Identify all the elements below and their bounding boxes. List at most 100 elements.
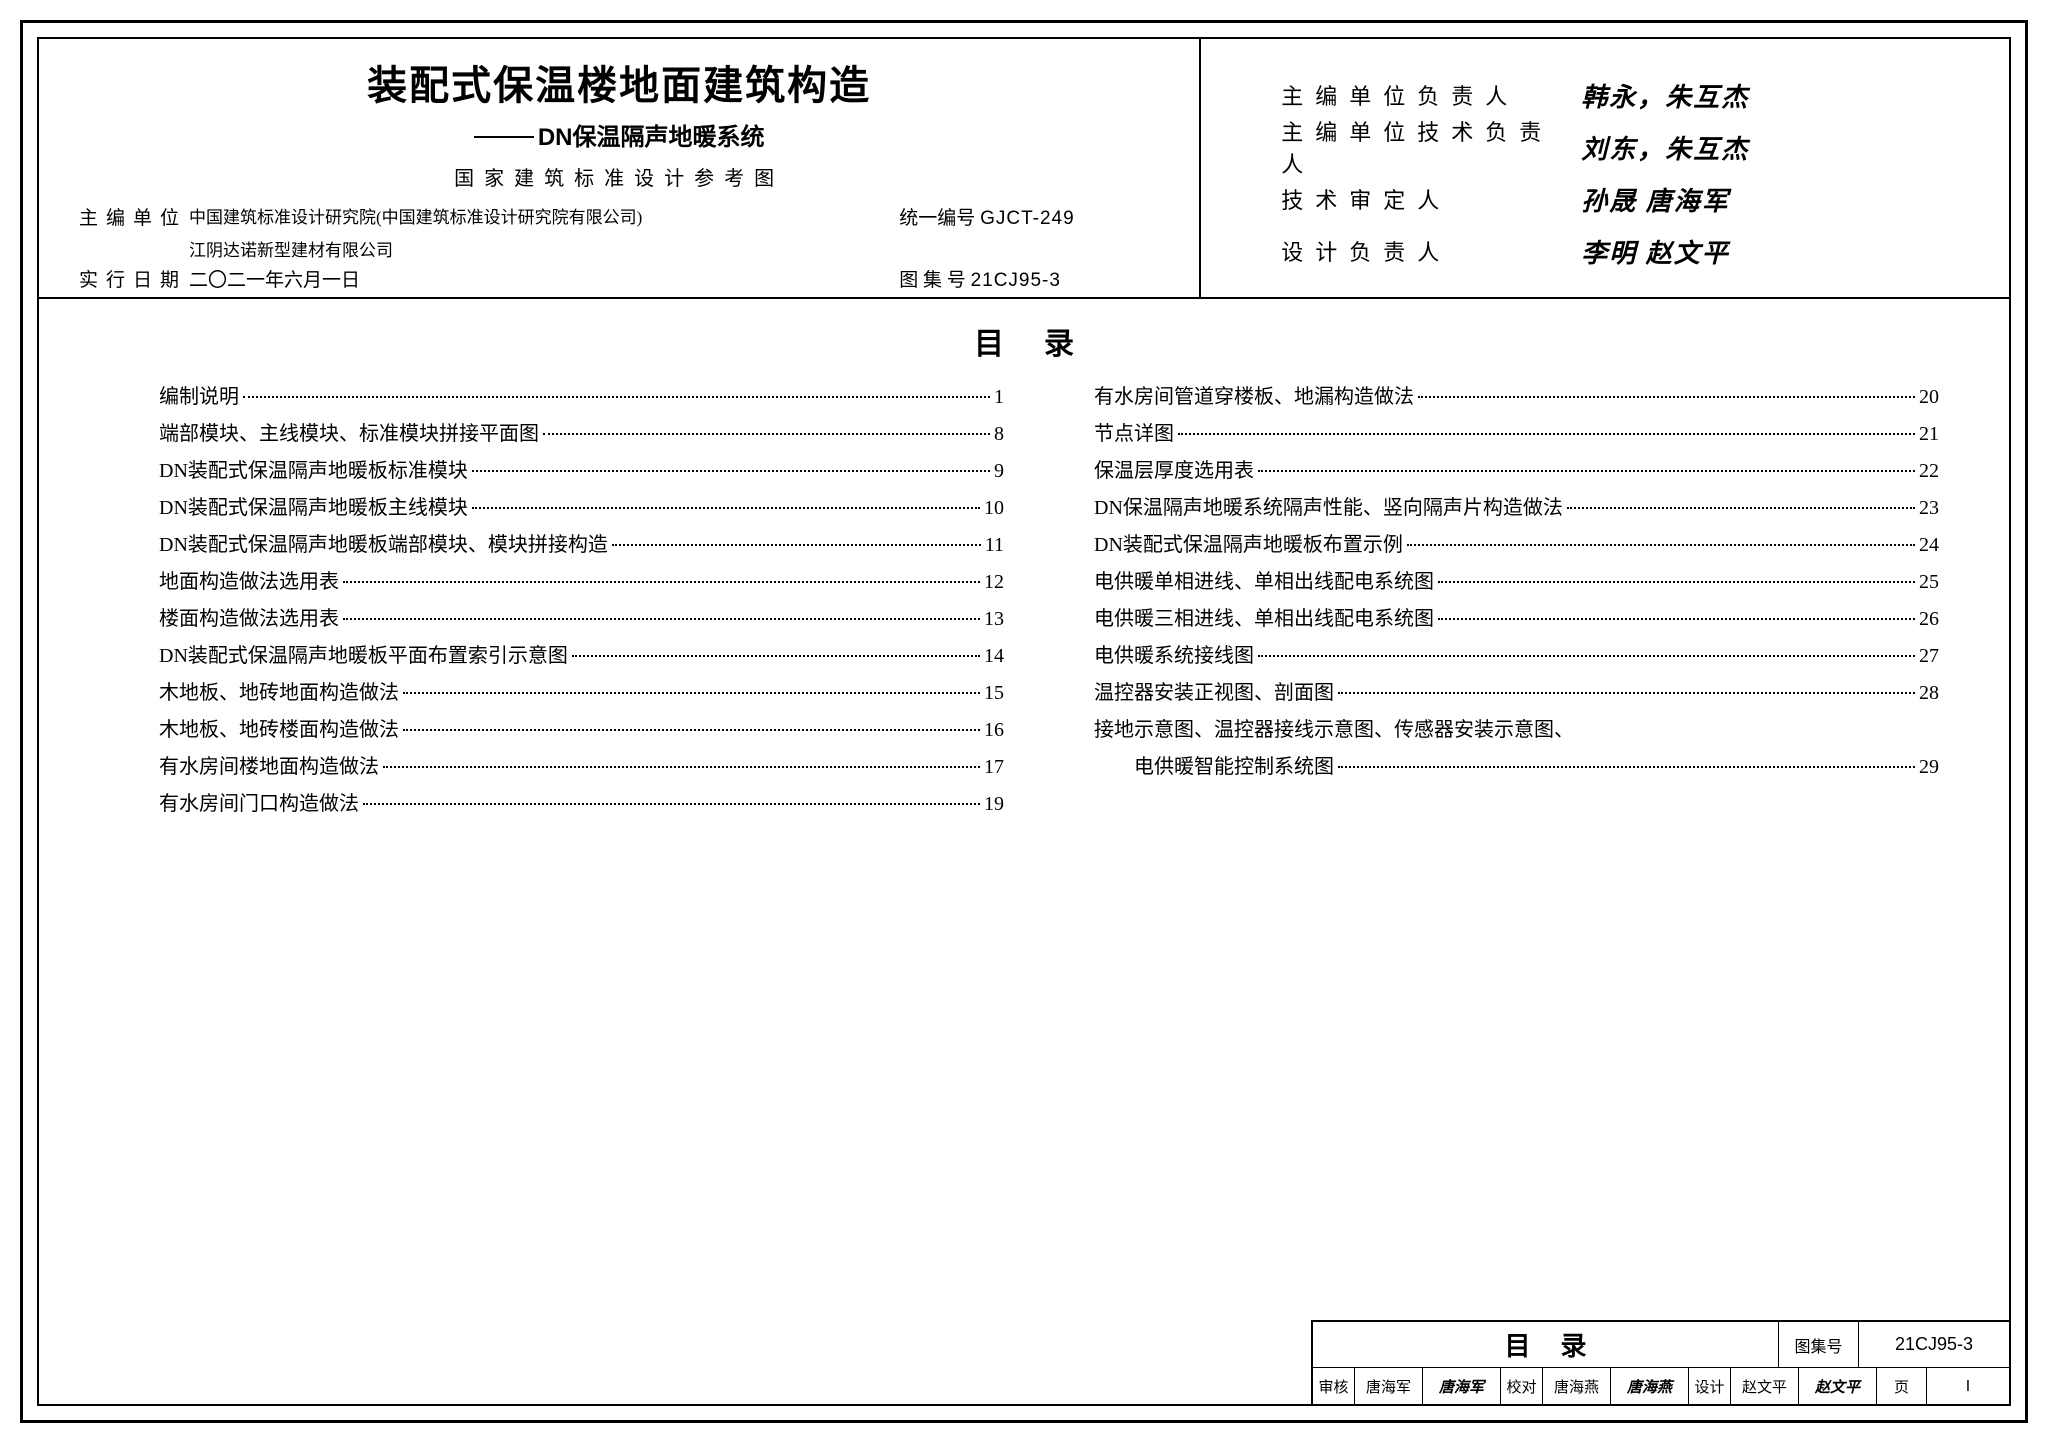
toc-page: 25 — [1919, 564, 1939, 601]
toc-leader — [383, 766, 980, 768]
toc-item: 接地示意图、温控器接线示意图、传感器安装示意图、 — [1094, 712, 1939, 749]
toc-leader — [612, 544, 981, 546]
toc-page: 8 — [994, 416, 1004, 453]
toc-leader — [243, 396, 990, 398]
toc-text: 电供暖系统接线图 — [1094, 638, 1254, 675]
signature-label: 设计负责人 — [1281, 235, 1581, 267]
toc-leader — [343, 618, 980, 620]
signature-row: 技术审定人孙晟 唐海军 — [1281, 173, 1979, 225]
title-sub: DN保温隔声地暖系统 — [79, 117, 1159, 152]
toc-leader — [403, 692, 980, 694]
drawing-sheet: 装配式保温楼地面建筑构造 DN保温隔声地暖系统 国家建筑标准设计参考图 主编单位… — [20, 20, 2028, 1423]
toc-item: 电供暖三相进线、单相出线配电系统图26 — [1094, 601, 1939, 638]
toc-page: 28 — [1919, 675, 1939, 712]
toc-item: DN装配式保温隔声地暖板布置示例24 — [1094, 527, 1939, 564]
toc-page: 13 — [984, 601, 1004, 638]
signature-value: 韩永，朱互杰 — [1581, 77, 1749, 114]
toc-page: 19 — [984, 786, 1004, 823]
tb-code-value: 21CJ95-3 — [1859, 1322, 2009, 1367]
toc-title: 目录 — [39, 299, 2009, 379]
toc-page: 20 — [1919, 379, 1939, 416]
toc-text: 节点详图 — [1094, 416, 1174, 453]
date-value: 二〇二一年六月一日 — [189, 267, 899, 296]
tb-code-label: 图集号 — [1779, 1322, 1859, 1367]
toc-leader — [1258, 655, 1915, 657]
signature-row: 主编单位负责人韩永，朱互杰 — [1281, 69, 1979, 121]
toc-item: 电供暖单相进线、单相出线配电系统图 25 — [1094, 564, 1939, 601]
toc-page: 10 — [984, 490, 1004, 527]
signature-label: 主编单位技术负责人 — [1281, 115, 1581, 179]
toc-text: DN装配式保温隔声地暖板平面布置索引示意图 — [159, 638, 568, 675]
toc-text: 保温层厚度选用表 — [1094, 453, 1254, 490]
toc-leader — [1567, 507, 1915, 509]
toc-item: 端部模块、主线模块、标准模块拼接平面图8 — [159, 416, 1004, 453]
toc-text: 编制说明 — [159, 379, 239, 416]
signature-label: 技术审定人 — [1281, 183, 1581, 215]
org-line1: 中国建筑标准设计研究院(中国建筑标准设计研究院有限公司) — [189, 205, 899, 234]
tb-design-sig: 赵文平 — [1799, 1368, 1877, 1404]
toc-leader — [1418, 396, 1915, 398]
toc-text: 有水房间门口构造做法 — [159, 786, 359, 823]
inner-frame: 装配式保温楼地面建筑构造 DN保温隔声地暖系统 国家建筑标准设计参考图 主编单位… — [37, 37, 2011, 1406]
atlas-label: 图 集 号 — [899, 270, 966, 291]
toc-item: 编制说明 1 — [159, 379, 1004, 416]
toc-item: DN保温隔声地暖系统隔声性能、竖向隔声片构造做法 23 — [1094, 490, 1939, 527]
title-ref: 国家建筑标准设计参考图 — [79, 162, 1159, 191]
toc-columns: 编制说明 1端部模块、主线模块、标准模块拼接平面图8DN装配式保温隔声地暖板标准模… — [39, 379, 2009, 823]
toc-page: 21 — [1919, 416, 1939, 453]
toc-text: DN装配式保温隔声地暖板标准模块 — [159, 453, 468, 490]
toc-item: 楼面构造做法选用表13 — [159, 601, 1004, 638]
title-block: 目录 图集号 21CJ95-3 审核 唐海军 唐海军 校对 唐海燕 唐海燕 设计… — [1311, 1320, 2011, 1406]
toc-leader — [343, 581, 980, 583]
toc-col-right: 有水房间管道穿楼板、地漏构造做法20节点详图21保温层厚度选用表22DN保温隔声… — [1094, 379, 1939, 823]
toc-text: DN保温隔声地暖系统隔声性能、竖向隔声片构造做法 — [1094, 490, 1563, 527]
org-label: 主编单位 — [79, 205, 189, 234]
toc-leader — [1258, 470, 1915, 472]
toc-text: 有水房间管道穿楼板、地漏构造做法 — [1094, 379, 1414, 416]
toc-leader — [472, 507, 980, 509]
signature-row: 主编单位技术负责人刘东，朱互杰 — [1281, 121, 1979, 173]
toc-text: 电供暖三相进线、单相出线配电系统图 — [1094, 601, 1434, 638]
toc-item: 木地板、地砖地面构造做法15 — [159, 675, 1004, 712]
toc-page: 22 — [1919, 453, 1939, 490]
toc-text: DN装配式保温隔声地暖板布置示例 — [1094, 527, 1403, 564]
toc-text: DN装配式保温隔声地暖板主线模块 — [159, 490, 468, 527]
toc-item: 有水房间楼地面构造做法17 — [159, 749, 1004, 786]
toc-page: 12 — [984, 564, 1004, 601]
tb-proof-sig: 唐海燕 — [1611, 1368, 1689, 1404]
tb-proof-name: 唐海燕 — [1543, 1368, 1611, 1404]
toc-col-left: 编制说明 1端部模块、主线模块、标准模块拼接平面图8DN装配式保温隔声地暖板标准模… — [159, 379, 1004, 823]
toc-leader — [1338, 766, 1915, 768]
signature-value: 李明 赵文平 — [1581, 233, 1730, 270]
header-right: 主编单位负责人韩永，朱互杰主编单位技术负责人刘东，朱互杰技术审定人孙晟 唐海军设… — [1201, 39, 2009, 297]
toc-leader — [1407, 544, 1915, 546]
tb-review-name: 唐海军 — [1355, 1368, 1423, 1404]
tb-proof-label: 校对 — [1501, 1368, 1543, 1404]
toc-text: 有水房间楼地面构造做法 — [159, 749, 379, 786]
toc-page: 9 — [994, 453, 1004, 490]
toc-page: 29 — [1919, 749, 1939, 786]
tb-design-label: 设计 — [1689, 1368, 1731, 1404]
toc-text: 电供暖单相进线、单相出线配电系统图 — [1094, 564, 1434, 601]
signature-value: 孙晟 唐海军 — [1581, 181, 1730, 218]
toc-page: 14 — [984, 638, 1004, 675]
code-label: 统一编号 — [899, 208, 975, 229]
toc-page: 23 — [1919, 490, 1939, 527]
toc-item: 温控器安装正视图、剖面图28 — [1094, 675, 1939, 712]
toc-item: DN装配式保温隔声地暖板标准模块 9 — [159, 453, 1004, 490]
toc-text: 接地示意图、温控器接线示意图、传感器安装示意图、 — [1094, 712, 1574, 749]
toc-item: 节点详图 21 — [1094, 416, 1939, 453]
tb-design-name: 赵文平 — [1731, 1368, 1799, 1404]
title-main: 装配式保温楼地面建筑构造 — [79, 53, 1159, 111]
toc-leader — [1178, 433, 1915, 435]
toc-leader — [363, 803, 980, 805]
toc-item: 地面构造做法选用表12 — [159, 564, 1004, 601]
toc-page: 1 — [994, 379, 1004, 416]
toc-page: 27 — [1919, 638, 1939, 675]
toc-leader — [1438, 581, 1915, 583]
toc-leader — [572, 655, 980, 657]
atlas-value: 21CJ95-3 — [971, 270, 1061, 291]
toc-page: 11 — [985, 527, 1004, 564]
toc-item: DN装配式保温隔声地暖板平面布置索引示意图 14 — [159, 638, 1004, 675]
toc-page: 15 — [984, 675, 1004, 712]
